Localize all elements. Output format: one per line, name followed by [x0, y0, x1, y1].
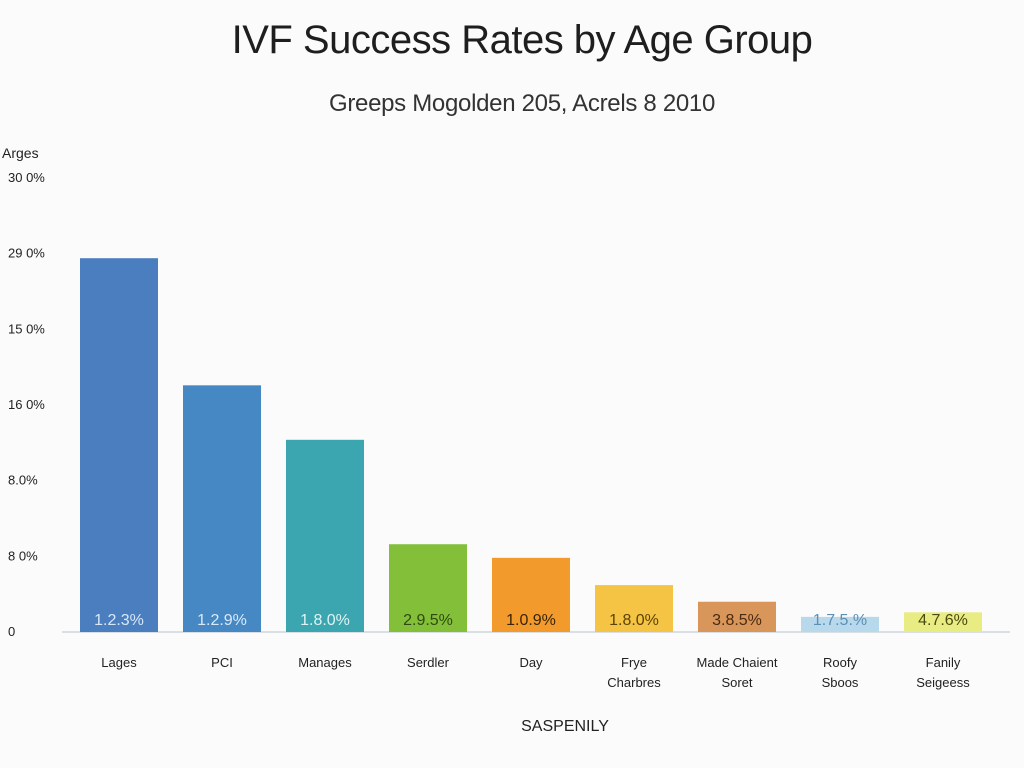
y-axis-label: Arges [2, 145, 39, 161]
x-tick-label: PCI [211, 655, 233, 670]
chart-title: IVF Success Rates by Age Group [231, 18, 813, 62]
x-tick-label: Manages [298, 655, 352, 670]
data-label: 1.2.9% [197, 612, 247, 629]
data-label: 1.8.0% [300, 612, 350, 629]
data-label: 3.8.5% [712, 612, 762, 629]
data-label: 1.2.3% [94, 612, 144, 629]
x-axis-label: SASPENILY [521, 718, 609, 735]
y-tick-label: 30 0% [8, 170, 45, 185]
bar [595, 585, 673, 632]
x-tick-label: Lages [101, 655, 137, 670]
chart-subtitle: Greeps Mogolden 205, Acrels 8 2010 [328, 90, 716, 117]
y-tick-label: 0 [8, 624, 15, 639]
bar [183, 385, 261, 632]
x-tick-label: Frye [621, 655, 647, 670]
data-label: 1.8.0% [609, 612, 659, 629]
x-tick-label: Sboos [822, 675, 859, 690]
y-tick-label: 16 0% [8, 397, 45, 412]
x-tick-label: Made Chaient [697, 655, 778, 670]
y-tick-label: 8.0% [8, 473, 38, 488]
bar [492, 557, 570, 632]
data-label: 1.0.9% [506, 612, 556, 629]
x-tick-label: Day [519, 655, 543, 670]
data-label: 4.7.6% [918, 612, 968, 629]
bar [389, 544, 467, 632]
x-tick-label: Fanily [926, 655, 961, 670]
x-tick-label: Charbres [607, 675, 661, 690]
bar [80, 258, 158, 632]
x-tick-label: Roofy [823, 655, 857, 670]
bar [904, 612, 982, 632]
y-tick-label: 29 0% [8, 246, 45, 261]
data-label: 2.9.5% [403, 612, 453, 629]
y-tick-label: 15 0% [8, 321, 45, 336]
bar [801, 616, 879, 632]
bar [286, 439, 364, 632]
bar [698, 601, 776, 632]
x-tick-label: Serdler [407, 655, 450, 670]
data-label: 1.7.5.% [813, 612, 867, 629]
y-tick-label: 8 0% [8, 548, 38, 563]
x-tick-label: Seigeess [916, 675, 970, 690]
x-tick-label: Soret [721, 675, 752, 690]
